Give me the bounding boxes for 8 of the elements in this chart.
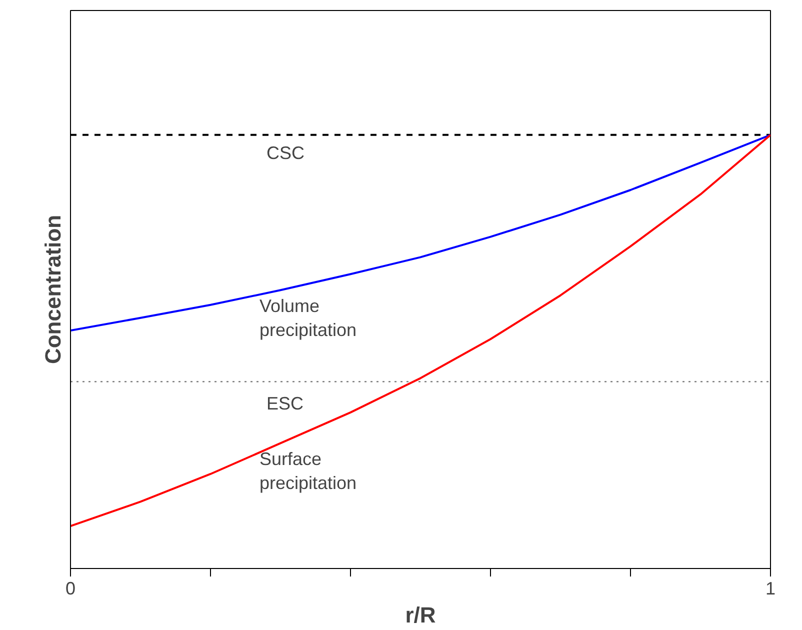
ref-line-label: CSC [266,142,305,163]
x-tick-label: 0 [65,578,76,598]
y-axis-title: Concentration [40,214,66,364]
ref-line-label: ESC [266,394,304,414]
x-tick-label: 1 [765,578,776,598]
series-label: Surface precipitation [260,449,357,494]
x-axis-title: r/R [405,602,436,628]
series-label: Volume precipitation [260,296,357,340]
